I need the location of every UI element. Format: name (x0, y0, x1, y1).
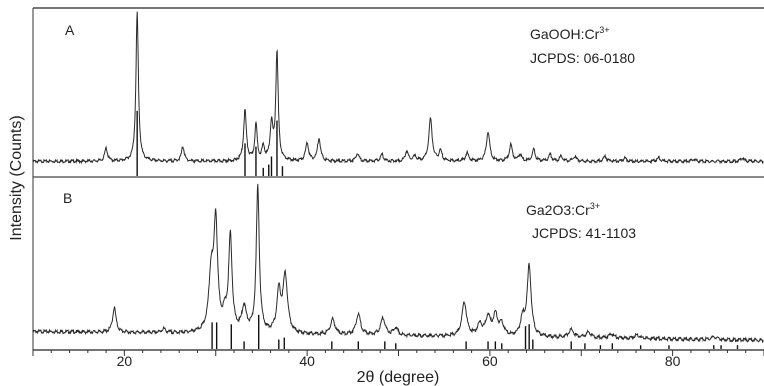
x-axis: 20 40 60 80 (32, 350, 764, 369)
y-axis-title: Intensity (Counts) (8, 115, 25, 240)
panel-a-compound: GaOOH:Cr3+ (530, 25, 610, 42)
panel-a-compound-charge: 3+ (599, 25, 609, 35)
x-tick-label: 40 (299, 353, 315, 369)
panel-b-pattern-line (32, 183, 764, 344)
panel-b-reference-lines (211, 314, 739, 349)
panel-a-compound-name: GaOOH:Cr (530, 26, 600, 42)
plot-frame (32, 7, 764, 351)
panel-a-pattern-line (32, 11, 764, 165)
x-tick-label: 20 (117, 353, 133, 369)
panel-b-compound: Ga2O3:Cr3+ (526, 201, 600, 218)
x-tick-label: 60 (482, 353, 498, 369)
panel-a-label: A (65, 22, 75, 38)
panel-b: B Ga2O3:Cr3+ JCPDS: 41-1103 (32, 183, 764, 349)
panel-b-compound-charge: 3+ (590, 201, 600, 211)
x-axis-title: 2θ (degree) (357, 369, 440, 386)
panel-b-compound-name: Ga2O3:Cr (526, 202, 590, 218)
panel-a: A GaOOH:Cr3+ JCPDS: 06-0180 (32, 11, 764, 176)
x-tick-label: 80 (665, 353, 681, 369)
panel-b-reference-card: JCPDS: 41-1103 (532, 225, 636, 241)
panel-a-reference-lines (136, 110, 284, 176)
panel-b-label: B (63, 190, 72, 206)
panel-a-reference-card: JCPDS: 06-0180 (530, 50, 635, 66)
